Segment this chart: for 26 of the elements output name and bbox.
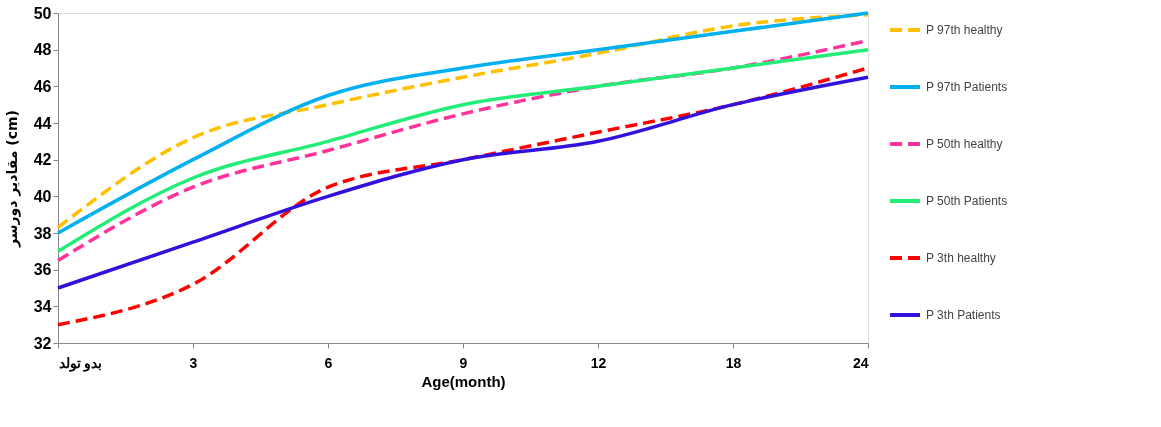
x-tick-label: 12 [590,354,607,371]
x-tick-label: بدو تولد [58,354,103,372]
legend-label: P 97th healthy [926,23,1003,37]
y-tick-label: 34 [33,297,52,315]
y-tick-label: 48 [33,41,52,59]
legend-label: P 3th Patients [926,308,1001,322]
y-tick-label: 36 [33,261,52,279]
line-series [56,75,870,290]
x-tick-label: 3 [189,354,198,371]
y-tick-label: 38 [33,224,52,242]
y-tick-label: 40 [33,187,52,205]
y-tick-label: 42 [33,151,52,169]
x-axis-title: Age(month) [421,372,506,390]
legend-label: P 50th Patients [926,194,1008,208]
legend-label: P 97th Patients [926,80,1008,94]
x-tick-label: 24 [852,354,869,371]
y-tick-label: 44 [33,114,52,132]
x-tick-label: 9 [459,354,468,371]
legend-label: P 50th healthy [926,137,1003,151]
y-axis-title: مقادیر دورسر (cm) [3,109,21,249]
x-tick-label: 6 [324,354,333,371]
legend-label: P 3th healthy [926,251,996,265]
y-tick-label: 50 [33,4,52,22]
y-tick-label: 32 [33,334,52,352]
y-tick-label: 46 [33,77,52,95]
x-tick-label: 18 [725,354,742,371]
